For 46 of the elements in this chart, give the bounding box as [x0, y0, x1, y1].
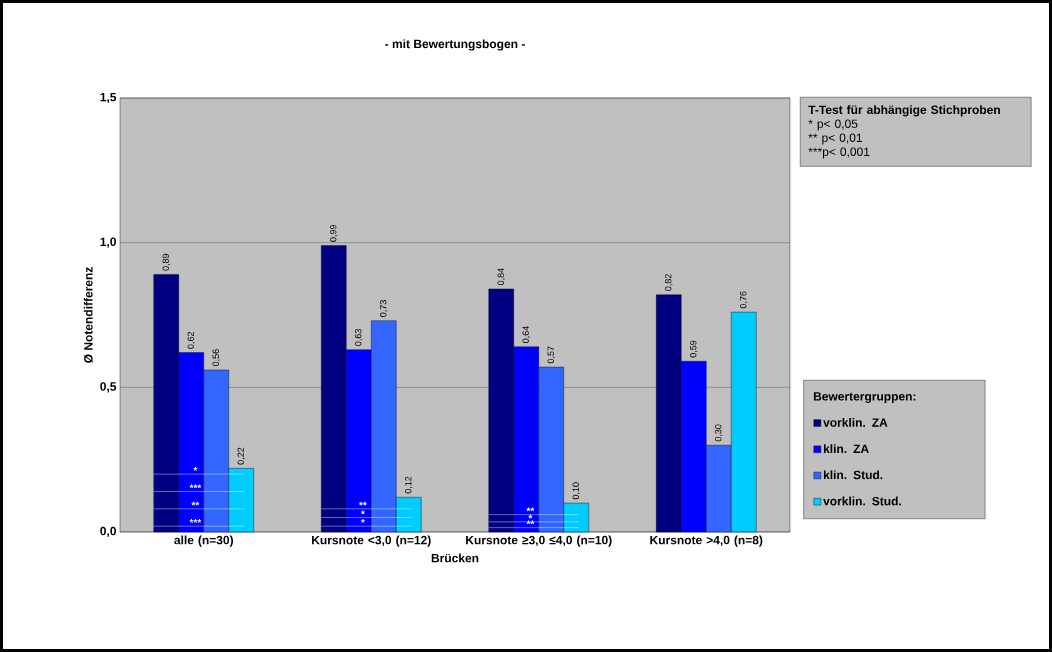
text: ** p< 0,01 — [808, 133, 862, 145]
annotation: * — [360, 510, 365, 515]
data-label: 0,10 — [572, 482, 580, 500]
data-label: 0,62 — [187, 332, 195, 349]
annotation: ** — [191, 501, 200, 506]
data-label: 0,82 — [665, 274, 673, 291]
data-label: 0,84 — [497, 268, 505, 286]
x-tick-label: alle (n=30) — [174, 535, 234, 547]
y-tick-label: 1,5 — [100, 92, 117, 104]
chart-title: - mit Bewertungsbogen - — [385, 39, 525, 51]
annotation: *** — [189, 484, 202, 489]
annotation: * — [360, 519, 365, 523]
annotation: * — [528, 514, 533, 519]
annotation: ** — [526, 507, 535, 512]
y-axis-title: Ø Notendifferenz — [83, 267, 93, 363]
data-label: 0,56 — [212, 349, 220, 367]
text: ***p< 0,001 — [808, 147, 870, 159]
annotation: ** — [526, 520, 535, 525]
legend-label: klin. Stud. — [823, 470, 883, 480]
x-tick-label: Kursnote ≥3,0 ≤4,0 (n=10) — [466, 535, 612, 547]
data-label: 0,57 — [547, 346, 555, 364]
data-label: 0,12 — [405, 476, 413, 494]
legend-label: vorklin. ZA — [823, 417, 888, 427]
legend-title: Bewertergruppen: — [813, 392, 916, 404]
data-label: 0,30 — [715, 424, 723, 442]
data-label: 0,99 — [330, 224, 338, 242]
x-tick-label: Kursnote >4,0 (n=8) — [650, 535, 763, 547]
x-axis-title: Brücken — [431, 553, 479, 563]
text: * p< 0,05 — [808, 119, 858, 131]
data-label: 0,73 — [380, 300, 388, 317]
data-label: 0,22 — [237, 447, 245, 465]
data-label: 0,76 — [740, 291, 748, 309]
annotation: *** — [189, 519, 202, 523]
legend-label: vorklin. Stud. — [823, 496, 901, 506]
data-label: 0,89 — [162, 253, 170, 271]
text: T-Test für abhängige Stichproben — [808, 105, 1000, 117]
annotation: * — [193, 467, 198, 471]
y-tick-label: 1,0 — [100, 237, 116, 248]
data-label: 0,59 — [690, 340, 698, 358]
y-tick-label: 0,0 — [100, 526, 116, 538]
data-label: 0,64 — [522, 326, 530, 343]
annotation: ** — [359, 501, 367, 506]
legend-label: klin. ZA — [823, 444, 869, 453]
y-tick-label: 0,5 — [100, 382, 117, 393]
data-label: 0,63 — [355, 329, 363, 346]
x-tick-label: Kursnote <3,0 (n=12) — [312, 535, 431, 547]
